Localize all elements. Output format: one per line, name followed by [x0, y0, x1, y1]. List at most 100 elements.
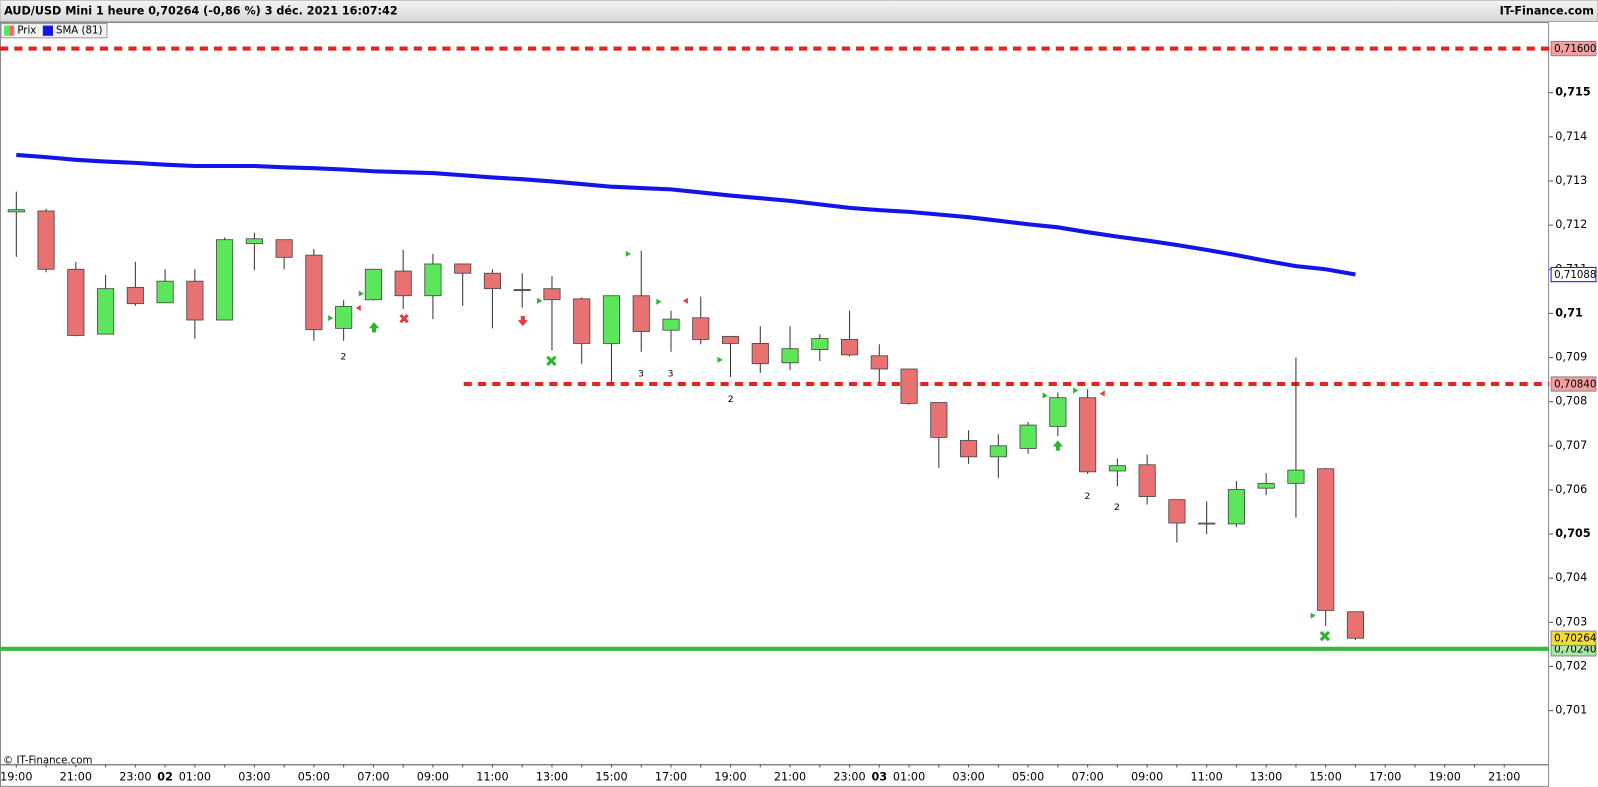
copyright: © IT-Finance.com: [3, 755, 92, 766]
price-tag: [1550, 630, 1597, 646]
x-tick-label: 21:00: [774, 771, 806, 784]
candle-body: [1198, 522, 1216, 525]
x-tick-label: 15:00: [595, 771, 627, 784]
candle-body: [1257, 482, 1275, 489]
candle-body: [424, 263, 442, 297]
price-tag-label: 0,70264: [1554, 634, 1596, 645]
x-tick-label: 21:00: [60, 771, 92, 784]
x-tick-label: 15:00: [1310, 771, 1342, 784]
candle-body: [186, 280, 204, 321]
x-tick-label: 11:00: [476, 771, 508, 784]
candle-body: [811, 338, 829, 350]
candle-body: [7, 209, 25, 213]
candle-body: [1049, 397, 1067, 427]
legend-swatch: [4, 25, 10, 36]
price-tag: [1550, 40, 1597, 57]
candle-body: [900, 368, 918, 404]
price-tag-label: 0,71600: [1554, 44, 1596, 55]
legend-label: Prix: [17, 26, 36, 37]
candle-body: [454, 263, 472, 274]
y-tick-label: 0,707: [1555, 439, 1587, 452]
legend-swatch: [9, 25, 15, 36]
plot-frame: [0, 22, 1550, 765]
y-tick-label: 0,702: [1555, 659, 1587, 672]
x-tick-label: 02: [157, 771, 173, 784]
price-tag-label: 0,70840: [1554, 380, 1596, 391]
candle-body: [97, 288, 115, 335]
y-tick-label: 0,706: [1555, 483, 1587, 496]
candle-body: [1019, 424, 1037, 449]
x-tick-label: 23:00: [833, 771, 865, 784]
signal-count: 3: [668, 369, 674, 380]
candle-body: [751, 342, 769, 365]
y-tick-label: 0,703: [1555, 615, 1587, 628]
x-tick-label: 19:00: [0, 771, 32, 784]
y-tick-label: 0,709: [1555, 351, 1587, 364]
x-tick-label: 21:00: [1488, 771, 1520, 784]
candle-body: [394, 270, 412, 297]
candle-body: [632, 295, 650, 332]
candle-body: [930, 402, 948, 438]
x-axis-bar: [0, 764, 1550, 787]
y-tick-label: 0,708: [1555, 395, 1587, 408]
candle-body: [37, 210, 55, 270]
candle-body: [840, 339, 859, 356]
candle-body: [275, 239, 293, 258]
candle-body: [781, 348, 799, 364]
signal-glyphs: [328, 250, 1331, 642]
candle-body: [721, 335, 740, 344]
x-tick-label: 01:00: [893, 771, 925, 784]
y-tick-label: 0,712: [1555, 218, 1587, 231]
x-tick-label: 05:00: [1012, 771, 1044, 784]
candle-body: [245, 238, 263, 245]
y-tick-label: 0,715: [1555, 86, 1591, 99]
candle-body: [1346, 611, 1365, 639]
candle-body: [216, 239, 234, 321]
signal-count: 2: [341, 351, 347, 362]
candle-body: [662, 318, 680, 331]
y-tick-label: 0,704: [1555, 571, 1587, 584]
candle-body: [67, 268, 85, 336]
x-tick-label: 09:00: [1131, 771, 1163, 784]
source: IT-Finance.com: [1500, 4, 1594, 17]
candle-body: [1138, 464, 1156, 497]
x-tick-label: 03:00: [238, 771, 270, 784]
signal-count: 2: [728, 394, 734, 405]
x-tick-label: 05:00: [298, 771, 330, 784]
y-tick-label: 0,713: [1555, 174, 1587, 187]
x-tick-label: 17:00: [1369, 771, 1401, 784]
candle-body: [870, 355, 888, 370]
signal-count: 2: [1085, 491, 1091, 502]
x-tick-label: 19:00: [1429, 771, 1461, 784]
x-tick-label: 09:00: [417, 771, 449, 784]
candle-body: [1108, 465, 1126, 472]
legend-label: SMA (81): [56, 26, 102, 37]
x-tick-label: 11:00: [1191, 771, 1223, 784]
candle-body: [156, 280, 174, 304]
y-tick-label: 0,71: [1555, 306, 1583, 319]
x-tick-label: 03:00: [952, 771, 984, 784]
signal-count: 3: [638, 369, 644, 380]
x-tick-label: 07:00: [1071, 771, 1103, 784]
price-tag: [1550, 266, 1597, 283]
candle-body: [364, 268, 382, 301]
chart-title: AUD/USD Mini 1 heure 0,70264 (-0,86 %) 3…: [4, 4, 398, 17]
x-tick-label: 17:00: [655, 771, 687, 784]
candle-body: [483, 272, 502, 290]
y-tick-label: 0,705: [1555, 527, 1591, 540]
legend-swatch: [42, 25, 53, 36]
candle-body: [305, 254, 323, 331]
y-tick-label: 0,701: [1555, 704, 1587, 717]
candle-body: [1227, 489, 1245, 525]
sma-line: [16, 152, 1356, 277]
candle-body: [1168, 499, 1186, 524]
candle-body: [335, 305, 353, 329]
candle-body: [1079, 397, 1097, 473]
candle-body: [602, 295, 621, 344]
x-tick-label: 13:00: [536, 771, 568, 784]
price-tag-label: 0,70240: [1554, 644, 1596, 655]
legend-box: [0, 23, 108, 39]
candle-body: [126, 286, 144, 305]
header-bar: [0, 0, 1598, 23]
